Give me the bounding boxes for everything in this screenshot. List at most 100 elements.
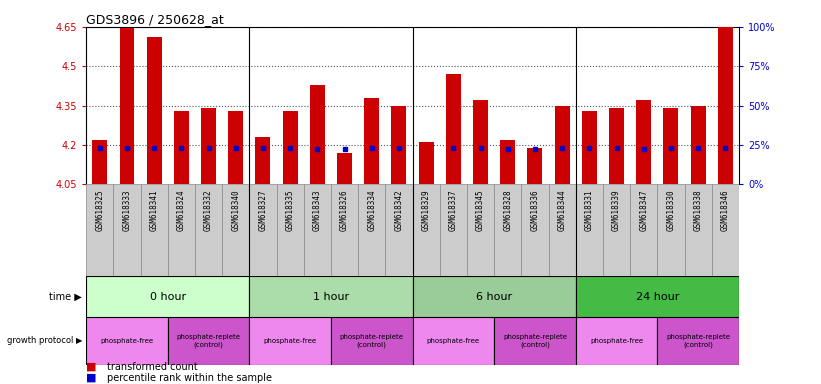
- Bar: [201, 108, 216, 184]
- Text: GSM618341: GSM618341: [149, 189, 158, 230]
- Bar: [631, 184, 658, 276]
- Text: GSM618325: GSM618325: [95, 189, 104, 230]
- Text: GSM618327: GSM618327: [259, 189, 268, 230]
- Text: GSM618335: GSM618335: [286, 189, 295, 230]
- Bar: [494, 317, 576, 365]
- Bar: [331, 317, 412, 365]
- Text: GSM618333: GSM618333: [122, 189, 131, 230]
- Text: GSM618332: GSM618332: [204, 189, 213, 230]
- Bar: [174, 111, 189, 184]
- Bar: [419, 142, 433, 184]
- Text: phosphate-free: phosphate-free: [427, 338, 480, 344]
- Bar: [609, 108, 624, 184]
- Bar: [331, 184, 358, 276]
- Bar: [304, 184, 331, 276]
- Bar: [277, 184, 304, 276]
- Text: ■: ■: [86, 362, 97, 372]
- Text: phosphate-free: phosphate-free: [264, 338, 317, 344]
- Text: phosphate-replete
(control): phosphate-replete (control): [340, 334, 404, 348]
- Bar: [222, 184, 250, 276]
- Text: GSM618338: GSM618338: [694, 189, 703, 230]
- Text: GSM618330: GSM618330: [667, 189, 676, 230]
- Bar: [337, 153, 352, 184]
- Bar: [473, 100, 488, 184]
- Text: phosphate-free: phosphate-free: [590, 338, 643, 344]
- Bar: [712, 184, 739, 276]
- Text: GSM618334: GSM618334: [367, 189, 376, 230]
- Bar: [147, 37, 162, 184]
- Bar: [576, 276, 739, 317]
- Bar: [527, 147, 543, 184]
- Text: GSM618326: GSM618326: [340, 189, 349, 230]
- Bar: [392, 106, 406, 184]
- Text: 24 hour: 24 hour: [635, 291, 679, 302]
- Bar: [113, 184, 140, 276]
- Bar: [718, 19, 733, 184]
- Text: time ▶: time ▶: [49, 291, 82, 302]
- Text: phosphate-free: phosphate-free: [100, 338, 154, 344]
- Text: GSM618337: GSM618337: [449, 189, 458, 230]
- Bar: [358, 184, 385, 276]
- Text: 0 hour: 0 hour: [149, 291, 186, 302]
- Text: percentile rank within the sample: percentile rank within the sample: [107, 373, 272, 383]
- Bar: [120, 28, 135, 184]
- Text: GDS3896 / 250628_at: GDS3896 / 250628_at: [86, 13, 224, 26]
- Bar: [310, 84, 325, 184]
- Text: ■: ■: [86, 373, 97, 383]
- Text: phosphate-replete
(control): phosphate-replete (control): [503, 334, 567, 348]
- Bar: [140, 184, 167, 276]
- Bar: [412, 276, 576, 317]
- Bar: [576, 317, 658, 365]
- Bar: [690, 106, 705, 184]
- Bar: [86, 184, 113, 276]
- Bar: [500, 140, 516, 184]
- Bar: [282, 111, 298, 184]
- Bar: [412, 317, 494, 365]
- Text: growth protocol ▶: growth protocol ▶: [7, 336, 82, 345]
- Text: 6 hour: 6 hour: [476, 291, 512, 302]
- Text: GSM618328: GSM618328: [503, 189, 512, 230]
- Bar: [92, 140, 108, 184]
- Bar: [412, 184, 440, 276]
- Text: GSM618342: GSM618342: [394, 189, 403, 230]
- Text: GSM618331: GSM618331: [585, 189, 594, 230]
- Text: GSM618324: GSM618324: [177, 189, 186, 230]
- Bar: [250, 184, 277, 276]
- Text: GSM618339: GSM618339: [612, 189, 621, 230]
- Bar: [250, 317, 331, 365]
- Bar: [385, 184, 412, 276]
- Bar: [555, 106, 570, 184]
- Text: GSM618329: GSM618329: [422, 189, 431, 230]
- Bar: [167, 184, 195, 276]
- Bar: [636, 100, 651, 184]
- Bar: [685, 184, 712, 276]
- Bar: [663, 108, 678, 184]
- Bar: [446, 74, 461, 184]
- Text: GSM618343: GSM618343: [313, 189, 322, 230]
- Bar: [576, 184, 603, 276]
- Bar: [195, 184, 222, 276]
- Bar: [658, 317, 739, 365]
- Bar: [440, 184, 467, 276]
- Bar: [86, 276, 250, 317]
- Text: GSM618336: GSM618336: [530, 189, 539, 230]
- Text: GSM618344: GSM618344: [557, 189, 566, 230]
- Text: GSM618347: GSM618347: [640, 189, 649, 230]
- Bar: [228, 111, 243, 184]
- Text: GSM618345: GSM618345: [476, 189, 485, 230]
- Bar: [167, 317, 250, 365]
- Text: transformed count: transformed count: [107, 362, 198, 372]
- Bar: [255, 137, 270, 184]
- Text: phosphate-replete
(control): phosphate-replete (control): [666, 334, 730, 348]
- Bar: [521, 184, 548, 276]
- Bar: [582, 111, 597, 184]
- Text: GSM618346: GSM618346: [721, 189, 730, 230]
- Bar: [548, 184, 576, 276]
- Bar: [86, 317, 167, 365]
- Bar: [467, 184, 494, 276]
- Text: phosphate-replete
(control): phosphate-replete (control): [177, 334, 241, 348]
- Text: GSM618340: GSM618340: [232, 189, 241, 230]
- Bar: [494, 184, 521, 276]
- Bar: [603, 184, 630, 276]
- Bar: [658, 184, 685, 276]
